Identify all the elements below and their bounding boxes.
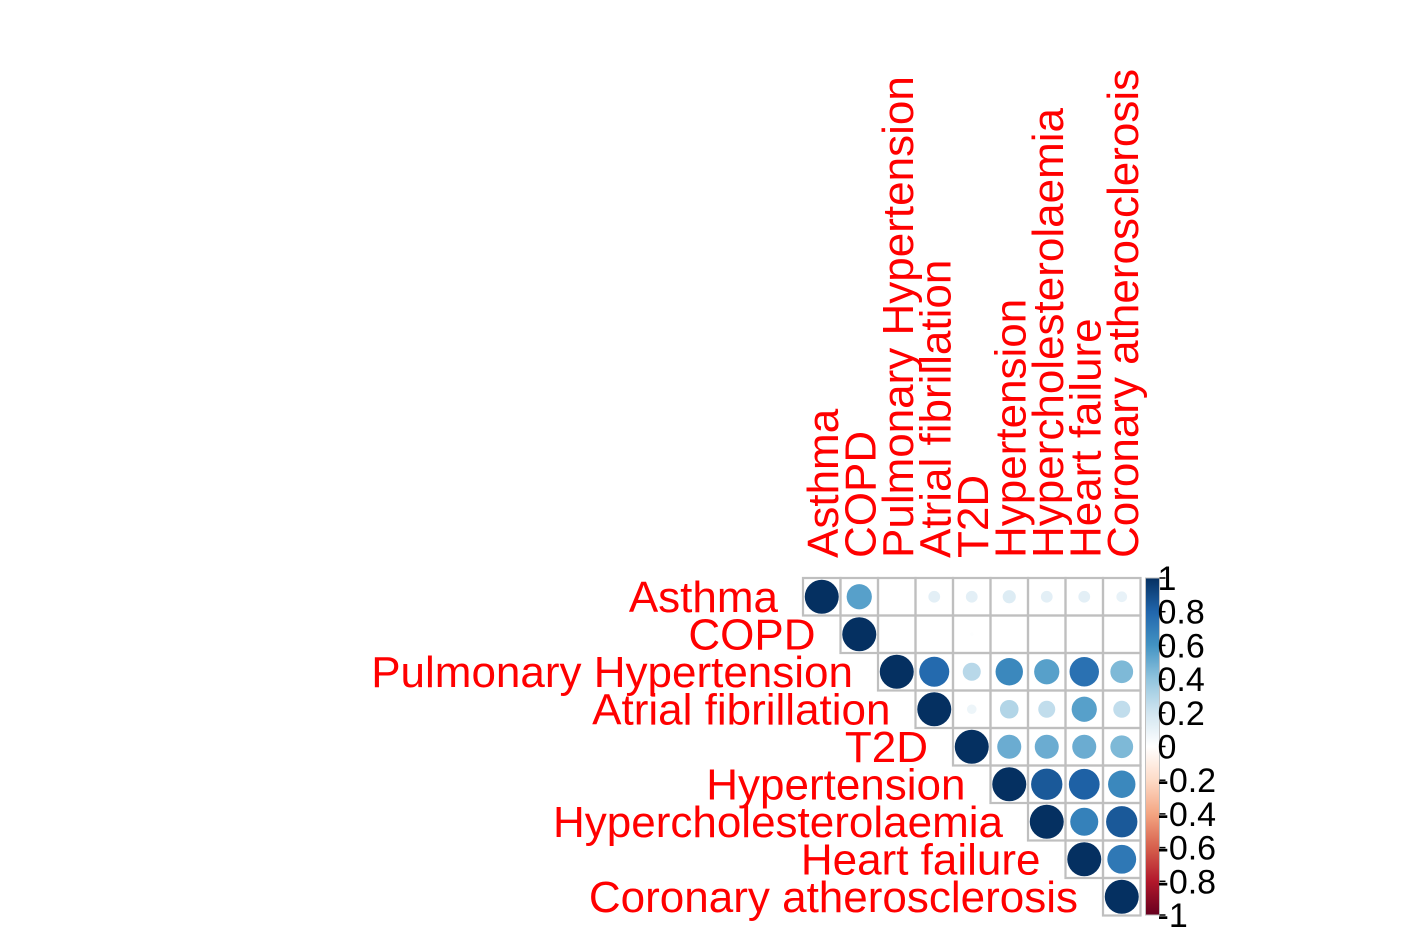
corr-circle-asthma-heart-failure	[1078, 590, 1091, 603]
row-label-copd: COPD	[688, 610, 815, 659]
colorbar-tick-label: -1	[1158, 897, 1188, 935]
corr-circle-atrial-fibrillation-hypercholesterolaemia	[1038, 700, 1056, 718]
col-label-hypertension: Hypertension	[986, 299, 1035, 558]
grid-cell	[1101, 876, 1142, 917]
col-label-copd: COPD	[836, 431, 885, 558]
colorbar-tick-label: 0.4	[1158, 661, 1205, 699]
corr-circle-pulmonary-hypertension-coronary-atherosclerosis	[1110, 660, 1134, 684]
grid-cell	[989, 614, 1030, 655]
row-label-heart-failure: Heart failure	[801, 835, 1041, 884]
colorbar-tick-label: 0.2	[1158, 695, 1205, 733]
colorbar-tick-label: -0.4	[1158, 796, 1217, 834]
col-label-t2d: T2D	[949, 475, 998, 558]
corr-circle-t2d-t2d	[954, 729, 989, 764]
grid	[801, 576, 1142, 917]
grid-cell	[876, 576, 917, 617]
corr-circle-asthma-atrial-fibrillation	[928, 590, 941, 603]
corr-circle-pulmonary-hypertension-t2d	[962, 662, 981, 681]
row-label-atrial-fibrillation: Atrial fibrillation	[592, 685, 890, 734]
corr-circle-t2d-hypertension	[997, 734, 1022, 759]
corr-circle-t2d-coronary-atherosclerosis	[1110, 735, 1134, 759]
corr-circle-pulmonary-hypertension-hypertension	[995, 658, 1023, 686]
grid-cell	[1064, 614, 1105, 655]
row-label-hypercholesterolaemia: Hypercholesterolaemia	[553, 798, 1004, 847]
corr-circle-pulmonary-hypertension-atrial-fibrillation	[919, 656, 950, 687]
grid-cell	[1026, 614, 1067, 655]
corr-circle-t2d-heart-failure	[1072, 734, 1097, 759]
colorbar: 10.80.60.40.20-0.2-0.4-0.6-0.8-1	[1145, 560, 1217, 935]
corr-circle-hypertension-hypertension	[992, 767, 1027, 802]
corr-circle-pulmonary-hypertension-pulmonary-hypertension	[879, 654, 914, 689]
col-label-asthma: Asthma	[799, 408, 848, 558]
corr-circle-hypertension-hypercholesterolaemia	[1031, 768, 1063, 800]
corr-circle-asthma-copd	[846, 584, 872, 610]
col-label-heart-failure: Heart failure	[1061, 318, 1110, 558]
corr-circle-hypertension-coronary-atherosclerosis	[1108, 770, 1136, 798]
colorbar-tick-label: 0.6	[1158, 627, 1205, 665]
corr-circle-atrial-fibrillation-heart-failure	[1071, 696, 1097, 722]
corr-circle-asthma-asthma	[804, 579, 839, 614]
colorbar-tick-label: -0.6	[1158, 830, 1217, 868]
row-label-hypertension: Hypertension	[706, 760, 965, 809]
col-label-hypercholesterolaemia: Hypercholesterolaemia	[1024, 107, 1073, 558]
corr-circle-heart-failure-coronary-atherosclerosis	[1107, 844, 1137, 874]
corr-circle-hypertension-heart-failure	[1068, 768, 1100, 800]
col-label-coronary-atherosclerosis: Coronary atherosclerosis	[1099, 69, 1148, 558]
corr-circle-pulmonary-hypertension-hypercholesterolaemia	[1034, 659, 1060, 685]
corr-circle-atrial-fibrillation-atrial-fibrillation	[917, 692, 952, 727]
grid-cell	[876, 614, 917, 655]
colorbar-tick-label: 0	[1158, 729, 1177, 767]
row-label-pulmonary-hypertension: Pulmonary Hypertension	[371, 648, 853, 697]
colorbar-tick-label: -0.8	[1158, 863, 1217, 901]
colorbar-tick-label: 1	[1158, 560, 1177, 598]
corr-circle-t2d-hypercholesterolaemia	[1034, 734, 1059, 759]
col-label-atrial-fibrillation: Atrial fibrillation	[911, 260, 960, 558]
corr-circle-asthma-hypertension	[1002, 590, 1016, 604]
correlation-circles	[804, 579, 1139, 914]
corr-circle-asthma-hypercholesterolaemia	[1040, 590, 1053, 603]
row-label-asthma: Asthma	[629, 573, 779, 622]
corr-circle-asthma-coronary-atherosclerosis	[1116, 591, 1128, 603]
row-label-coronary-atherosclerosis: Coronary atherosclerosis	[589, 873, 1078, 922]
corr-circle-atrial-fibrillation-hypertension	[999, 699, 1019, 719]
corr-circle-hypercholesterolaemia-heart-failure	[1070, 807, 1099, 836]
corr-circle-pulmonary-hypertension-heart-failure	[1069, 657, 1099, 687]
col-label-pulmonary-hypertension: Pulmonary Hypertension	[874, 76, 923, 558]
corr-circle-coronary-atherosclerosis-coronary-atherosclerosis	[1104, 879, 1139, 914]
grid-cell	[914, 614, 955, 655]
colorbar-tick-label: 0.8	[1158, 594, 1205, 632]
colorbar-tick-label: -0.2	[1158, 762, 1217, 800]
corr-circle-hypercholesterolaemia-hypercholesterolaemia	[1029, 804, 1064, 839]
corr-circle-atrial-fibrillation-t2d	[966, 704, 977, 715]
corr-circle-copd-t2d	[970, 632, 974, 636]
corr-circle-copd-copd	[842, 617, 877, 652]
corr-circle-hypercholesterolaemia-coronary-atherosclerosis	[1106, 806, 1138, 838]
grid-cell	[1101, 614, 1142, 655]
corr-circle-atrial-fibrillation-coronary-atherosclerosis	[1113, 700, 1131, 718]
corr-circle-heart-failure-heart-failure	[1067, 842, 1102, 877]
corr-circle-asthma-t2d	[965, 590, 978, 603]
row-label-t2d: T2D	[845, 723, 928, 772]
